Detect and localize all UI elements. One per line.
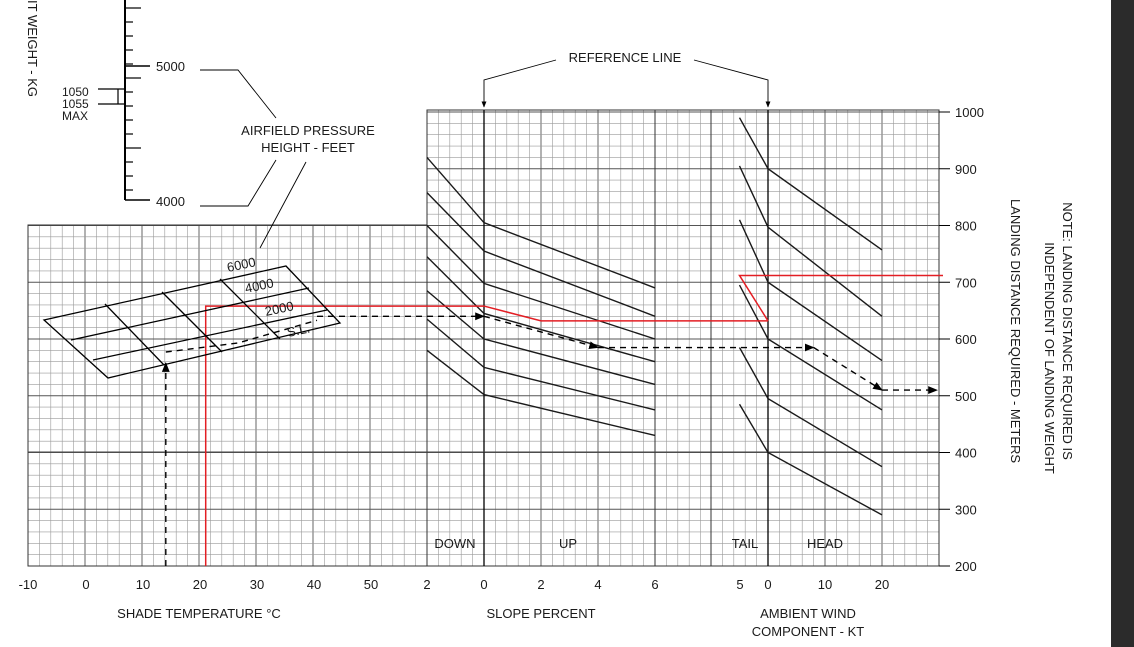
slope-tick: 2: [537, 577, 544, 592]
guide-lines: [426, 117, 883, 516]
distance-tick-label: 900: [955, 162, 977, 177]
wind-ticks: 5 0 10 20 TAIL HEAD: [732, 536, 889, 592]
wind-axis-label-line1: AMBIENT WIND: [760, 606, 856, 621]
distance-tick-label: 500: [955, 389, 977, 404]
weight-tick-4000: 4000: [156, 194, 185, 209]
weight-axis-label: IT WEIGHT - KG: [25, 0, 40, 97]
red-path-temperature: [204, 305, 484, 566]
wind-guide-line: [738, 284, 883, 411]
temperature-tick: 40: [307, 577, 321, 592]
grid-frames: [27, 109, 940, 567]
distance-axis-label: LANDING DISTANCE REQUIRED - METERS: [1008, 199, 1023, 463]
temperature-ticks: -10 0 10 20 30 40 50: [19, 577, 379, 592]
slope-guide-line: [426, 290, 656, 386]
weight-scale: 5000 4000 1050 1055 MAX IT WEIGHT - KG: [25, 0, 185, 209]
slope-tick: 6: [651, 577, 658, 592]
red-path-slope: [483, 305, 768, 322]
reference-line-label: REFERENCE LINE: [569, 50, 682, 65]
slope-guide-line: [426, 192, 656, 317]
wind-guide-line: [738, 117, 883, 251]
wind-guide-line: [738, 165, 883, 317]
temperature-tick: 50: [364, 577, 378, 592]
dashed-path-pressure: [165, 319, 318, 353]
pressure-callout: AIRFIELD PRESSURE HEIGHT - FEET: [200, 69, 375, 249]
distance-tick-label: 800: [955, 219, 977, 234]
distance-tick-label: 600: [955, 332, 977, 347]
reference-callout: REFERENCE LINE: [481, 50, 771, 108]
slope-tick: 2: [423, 577, 430, 592]
wind-tick: 20: [875, 577, 889, 592]
example-paths: [161, 274, 943, 566]
red-path-wind: [738, 274, 943, 322]
connector-grid-frame: [654, 109, 712, 567]
landing-distance-chart: 5000 4000 1050 1055 MAX IT WEIGHT - KG A…: [19, 0, 1075, 639]
pressure-label-line2: HEIGHT - FEET: [261, 140, 355, 155]
pressure-height-6000: 6000: [226, 254, 257, 275]
wind-axis-label-line2: COMPONENT - KT: [752, 624, 864, 639]
temperature-tick: 30: [250, 577, 264, 592]
temperature-tick: 20: [193, 577, 207, 592]
slope-guide-line: [426, 349, 656, 437]
dashed-path-wind: [813, 346, 883, 391]
weight-tick-5000: 5000: [156, 59, 185, 74]
wind-direction-head: HEAD: [807, 536, 843, 551]
pressure-label-line1: AIRFIELD PRESSURE: [241, 123, 375, 138]
temperature-tick: 10: [136, 577, 150, 592]
chart-sheet: 5000 4000 1050 1055 MAX IT WEIGHT - KG A…: [0, 0, 1111, 647]
wind-tick: 0: [764, 577, 771, 592]
distance-tick-label: 700: [955, 275, 977, 290]
distance-tick-label: 1000: [955, 105, 984, 120]
weight-max-label-1055: 1055: [62, 97, 89, 111]
temperature-axis-label: SHADE TEMPERATURE °C: [117, 606, 281, 621]
temperature-tick: -10: [19, 577, 38, 592]
distance-tick-label: 400: [955, 446, 977, 461]
wind-tick: 10: [818, 577, 832, 592]
slope-tick: 0: [480, 577, 487, 592]
weight-max-label-1050: 1050: [62, 85, 89, 99]
note-line1: NOTE: LANDING DISTANCE REQUIRED IS: [1060, 202, 1075, 460]
temperature-tick: 0: [82, 577, 89, 592]
slope-direction-down: DOWN: [434, 536, 475, 551]
pressure-height-4000: 4000: [244, 275, 275, 296]
distance-ticks: 1000 900 800 700 600 500 400 300 200: [939, 105, 984, 574]
wind-guide-line: [738, 347, 883, 468]
slope-guide-line: [426, 156, 656, 289]
pressure-height-grid: 6000 4000 2000 S.L.: [42, 254, 342, 379]
slope-tick: 4: [594, 577, 601, 592]
slope-ticks: 2 0 2 4 6 DOWN UP: [423, 536, 658, 592]
slope-axis-label: SLOPE PERCENT: [486, 606, 595, 621]
slope-guide-line: [426, 318, 656, 411]
wind-tick: 5: [736, 577, 743, 592]
dashed-path-slope: [483, 315, 599, 349]
pressure-height-sl: S.L.: [286, 320, 312, 339]
distance-tick-label: 200: [955, 559, 977, 574]
weight-max-label-max: MAX: [62, 109, 88, 123]
note-line2: INDEPENDENT OF LANDING WEIGHT: [1042, 242, 1057, 474]
slope-direction-up: UP: [559, 536, 577, 551]
wind-guide-line: [738, 219, 883, 362]
wind-guide-line: [738, 403, 883, 516]
distance-tick-label: 300: [955, 502, 977, 517]
wind-direction-tail: TAIL: [732, 536, 759, 551]
pressure-height-2000: 2000: [264, 298, 295, 319]
